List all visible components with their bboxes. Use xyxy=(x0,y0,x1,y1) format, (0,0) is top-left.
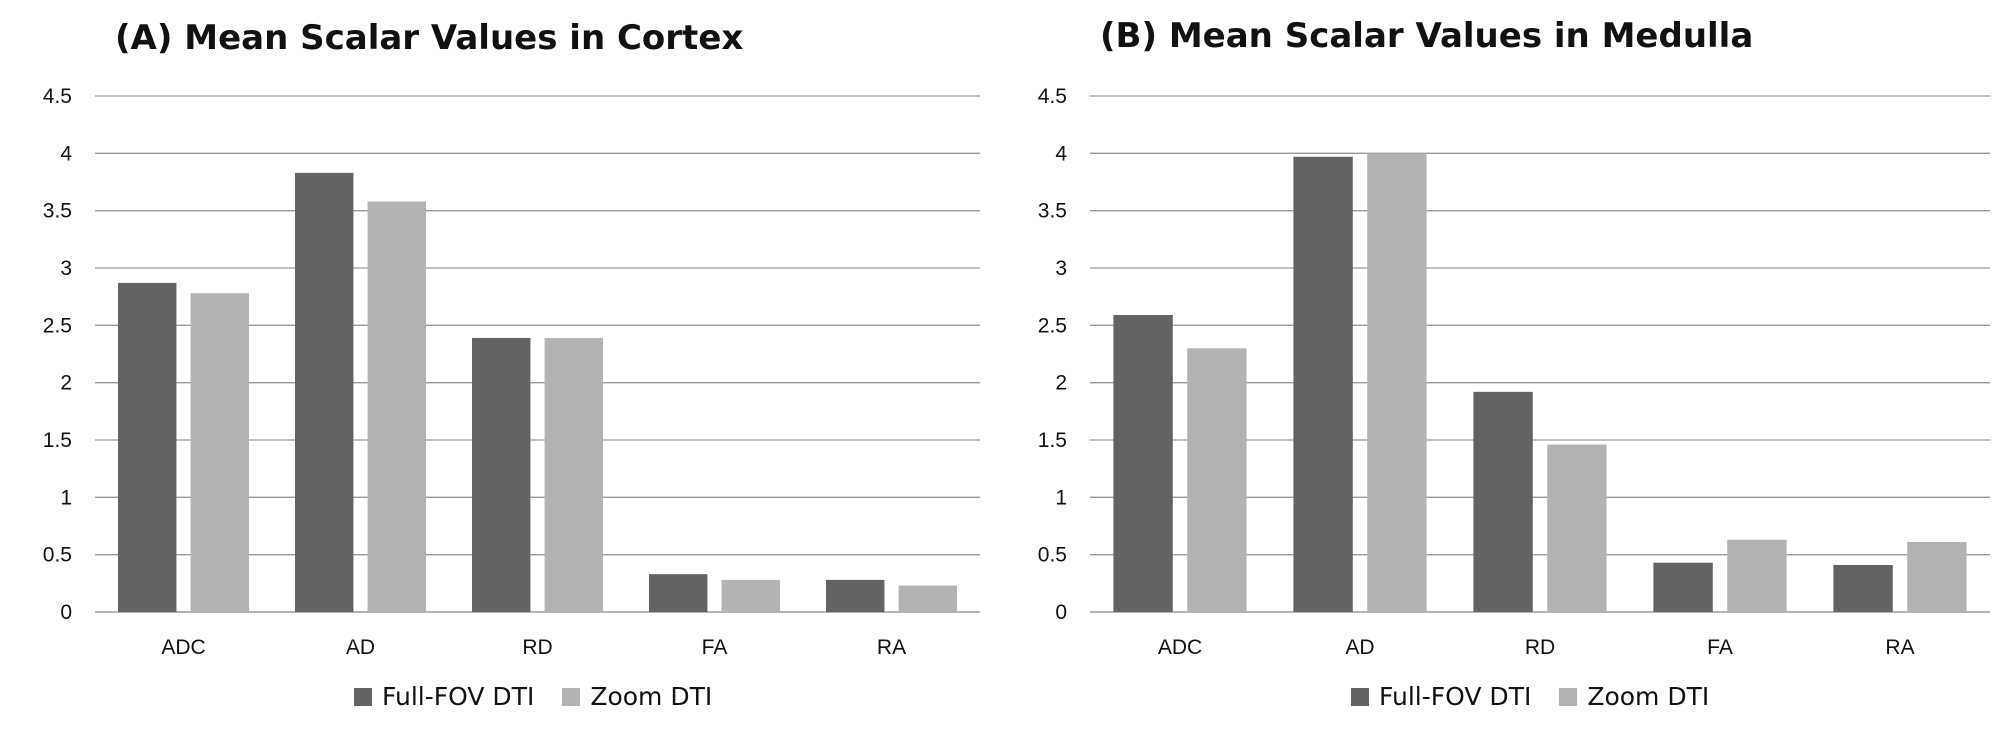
bar-zoom xyxy=(898,585,957,612)
y-tick-label: 4.5 xyxy=(43,85,72,108)
x-category-label: RD xyxy=(522,636,552,659)
legend-item-full-fov: Full-FOV DTI xyxy=(354,682,534,711)
y-tick-label: 3 xyxy=(60,257,72,280)
y-tick-label: 2 xyxy=(1055,372,1067,395)
y-tick-label: 2.5 xyxy=(43,314,72,337)
x-category-label: RA xyxy=(1885,636,1914,659)
legend-swatch-zoom xyxy=(1559,687,1578,706)
y-tick-label: 1.5 xyxy=(1038,429,1067,452)
bar-zoom xyxy=(1907,542,1967,612)
bar-full-fov xyxy=(1113,315,1173,612)
bar-full-fov xyxy=(826,579,885,612)
bar-zoom xyxy=(367,201,426,612)
bar-full-fov xyxy=(1473,391,1533,612)
chart-title: (A) Mean Scalar Values in Cortex xyxy=(115,18,744,58)
y-tick-label: 1.5 xyxy=(43,429,72,452)
chart-panel-medulla: (B) Mean Scalar Values in Medulla 0 0.5 1 1… xyxy=(990,0,2005,741)
bar-zoom xyxy=(544,337,603,612)
y-tick-label: 4 xyxy=(1055,142,1067,165)
bar-full-fov xyxy=(295,172,354,612)
bar-zoom xyxy=(1547,444,1607,612)
y-tick-label: 2 xyxy=(60,372,72,395)
y-tick-label: 4.5 xyxy=(1038,85,1067,108)
y-tick-label: 1 xyxy=(60,486,72,509)
chart-title: (B) Mean Scalar Values in Medulla xyxy=(1100,16,1754,56)
x-category-label: RD xyxy=(1525,636,1555,659)
legend-swatch-full-fov xyxy=(1351,687,1369,706)
legend-item-zoom: Zoom DTI xyxy=(1559,682,1709,711)
y-tick-label: 0 xyxy=(60,601,72,624)
bar-full-fov xyxy=(1293,156,1353,613)
y-tick-label: 3 xyxy=(1055,257,1067,280)
bar-zoom xyxy=(190,293,249,612)
y-tick-label: 3.5 xyxy=(1038,200,1067,223)
chart-legend: Full-FOV DTI Zoom DTI xyxy=(354,682,712,711)
x-category-label: ADC xyxy=(161,636,205,659)
bar-zoom xyxy=(1187,348,1247,612)
bar-full-fov xyxy=(118,282,177,612)
x-category-label: AD xyxy=(1345,636,1374,659)
y-tick-label: 4 xyxy=(60,142,72,165)
chart-plot-area: 0 0.5 1 1.5 2 2.5 3 3.5 4 4.5 ADC AD RD FA RA xyxy=(43,85,980,659)
bar-full-fov xyxy=(1833,564,1893,612)
y-tick-label: 3.5 xyxy=(43,200,72,223)
legend-swatch-zoom xyxy=(562,687,581,706)
bar-full-fov xyxy=(472,337,531,612)
y-tick-label: 0 xyxy=(1055,601,1067,624)
bar-full-fov xyxy=(1653,562,1713,612)
bar-full-fov xyxy=(649,574,708,612)
y-tick-label: 0.5 xyxy=(1038,544,1067,567)
legend-label-zoom: Zoom DTI xyxy=(1587,682,1710,711)
bar-zoom xyxy=(1727,539,1787,612)
legend-label-full-fov: Full-FOV DTI xyxy=(382,682,535,711)
x-category-label: AD xyxy=(346,636,375,659)
bar-zoom xyxy=(721,579,780,612)
x-category-label: ADC xyxy=(1158,636,1202,659)
bar-zoom xyxy=(1367,153,1427,613)
x-category-label: FA xyxy=(1707,636,1733,659)
legend-label-zoom: Zoom DTI xyxy=(590,682,713,711)
chart-legend: Full-FOV DTI Zoom DTI xyxy=(1351,682,1709,711)
y-tick-label: 1 xyxy=(1055,486,1067,509)
legend-item-full-fov: Full-FOV DTI xyxy=(1351,682,1531,711)
chart-plot-area: 0 0.5 1 1.5 2 2.5 3 3.5 4 4.5 ADC AD RD FA RA xyxy=(1038,85,1990,659)
legend-label-full-fov: Full-FOV DTI xyxy=(1379,682,1532,711)
legend-swatch-full-fov xyxy=(354,687,372,706)
y-tick-label: 0.5 xyxy=(43,544,72,567)
legend-item-zoom: Zoom DTI xyxy=(562,682,712,711)
x-category-label: RA xyxy=(877,636,906,659)
chart-panel-cortex: (A) Mean Scalar Values in Cortex 0 0.5 1 1.… xyxy=(0,0,1000,741)
x-category-label: FA xyxy=(702,636,728,659)
y-tick-label: 2.5 xyxy=(1038,314,1067,337)
